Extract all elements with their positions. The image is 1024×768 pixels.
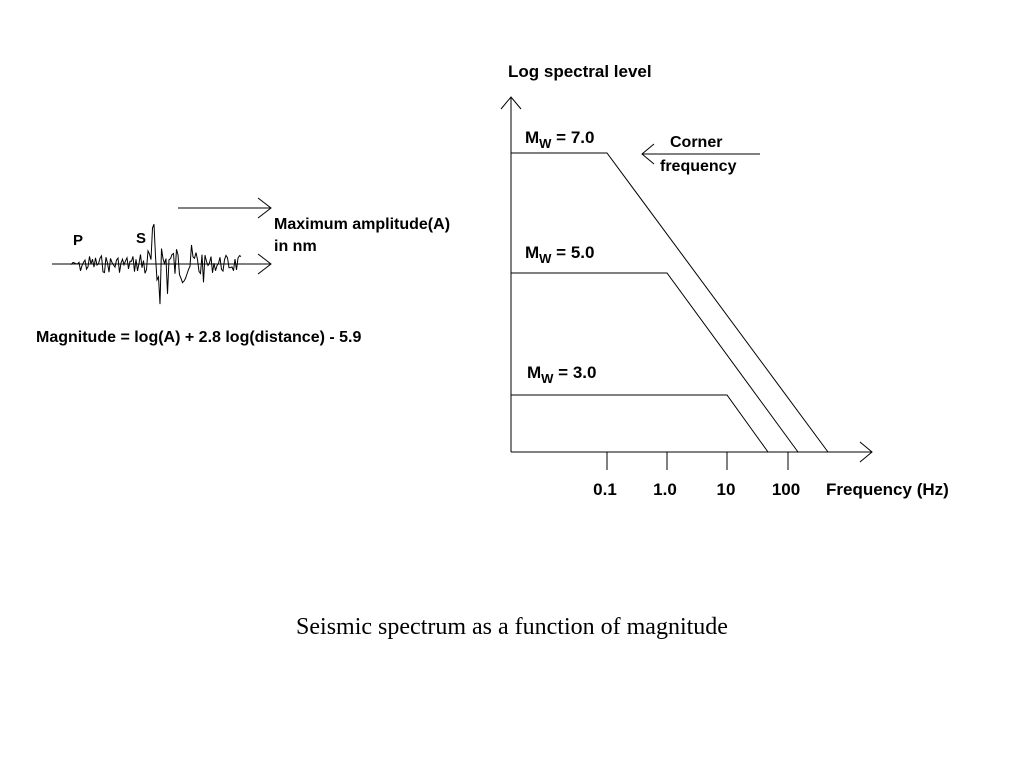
seismogram-arrowhead <box>257 253 272 275</box>
magnitude-symbol: M <box>525 243 539 262</box>
max-amplitude-arrowhead <box>257 197 272 219</box>
magnitude-subscript: W <box>539 136 552 151</box>
x-axis-label: Frequency (Hz) <box>826 480 949 499</box>
x-axis-arrowhead <box>859 441 873 463</box>
magnitude-value: = 7.0 <box>551 128 594 147</box>
spectrum-curve-mw-3 <box>511 394 769 453</box>
spectrum-plot: 0.1 1.0 10 100 Log spectral level Freque… <box>500 62 949 499</box>
seismogram: P S Maximum amplitude(A) in nm Magnitude… <box>36 197 450 346</box>
x-tick-label-0.1: 0.1 <box>593 480 617 499</box>
magnitude-symbol: M <box>525 128 539 147</box>
max-amplitude-label-line1: Maximum amplitude(A) <box>274 216 450 233</box>
figure-caption: Seismic spectrum as a function of magnit… <box>296 614 728 640</box>
p-wave-label: P <box>73 232 83 249</box>
seismogram-trace <box>69 224 242 305</box>
magnitude-value: = 3.0 <box>553 363 596 382</box>
magnitude-formula: Magnitude = log(A) + 2.8 log(distance) -… <box>36 329 361 346</box>
curve-label-mw-3: MW = 3.0 <box>527 363 596 386</box>
magnitude-subscript: W <box>541 371 554 386</box>
magnitude-subscript: W <box>539 251 552 266</box>
curve-label-mw-7: MW = 7.0 <box>525 128 594 151</box>
corner-frequency-label-line1: Corner <box>670 134 722 151</box>
x-tick-label-100: 100 <box>772 480 800 499</box>
corner-frequency-arrowhead <box>641 143 655 165</box>
s-wave-label: S <box>136 230 146 247</box>
magnitude-symbol: M <box>527 363 541 382</box>
corner-frequency-label-line2: frequency <box>660 158 737 175</box>
x-tick-label-1.0: 1.0 <box>653 480 677 499</box>
magnitude-value: = 5.0 <box>551 243 594 262</box>
curve-label-mw-5: MW = 5.0 <box>525 243 594 266</box>
y-axis-arrowhead <box>500 96 522 110</box>
spectrum-curve-mw-5 <box>511 272 799 453</box>
spectrum-curve-mw-7 <box>511 152 829 453</box>
max-amplitude-label-line2: in nm <box>274 238 317 255</box>
x-tick-label-10: 10 <box>717 480 736 499</box>
y-axis-label: Log spectral level <box>508 62 652 81</box>
